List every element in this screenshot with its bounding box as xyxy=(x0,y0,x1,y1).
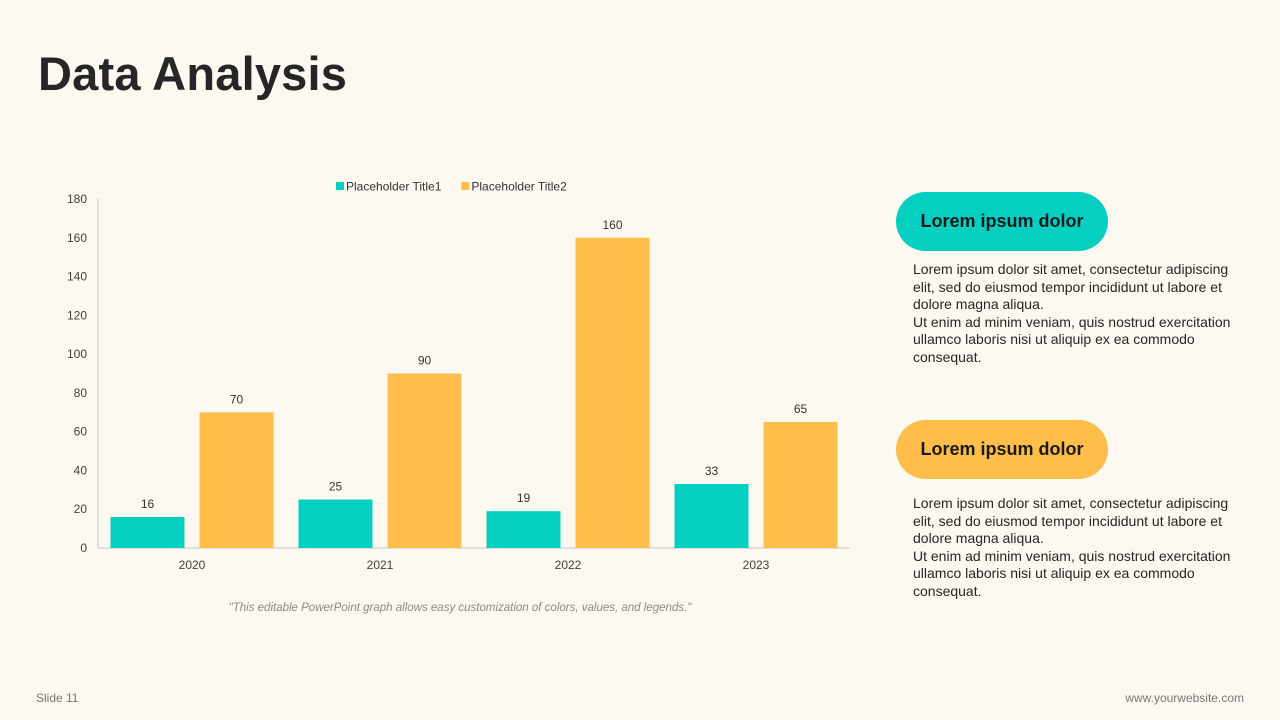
bar-2020-series-1 xyxy=(110,516,185,548)
card-2-title-pill: Lorem ipsum dolor xyxy=(896,420,1108,479)
slide-title: Data Analysis xyxy=(38,47,348,100)
y-tick-label: 100 xyxy=(67,347,87,361)
bar-2023-series-1 xyxy=(674,484,749,548)
x-tick-label: 2023 xyxy=(743,558,770,572)
y-tick-label: 0 xyxy=(80,541,87,555)
website-url: www.yourwebsite.com xyxy=(1125,691,1244,705)
legend-swatch-1 xyxy=(336,182,344,190)
y-tick-label: 60 xyxy=(74,425,88,439)
card-2-paragraph-1: Lorem ipsum dolor sit amet, consectetur … xyxy=(913,495,1229,546)
bar-chart: 0 20 40 60 80 100 120 140 160 180 16 70 2020 25 90 2021… xyxy=(67,180,850,572)
card-1-paragraph-1: Lorem ipsum dolor sit amet, consectetur … xyxy=(913,261,1229,312)
bar-2022-series-2 xyxy=(575,237,650,548)
y-tick-label: 160 xyxy=(67,231,87,245)
card-2-paragraph-2: Ut enim ad minim veniam, quis nostrud ex… xyxy=(913,547,1231,599)
data-label: 16 xyxy=(141,497,155,511)
slide-number: Slide 11 xyxy=(36,691,79,705)
data-label: 19 xyxy=(517,491,531,505)
x-tick-label: 2022 xyxy=(555,558,582,572)
data-label: 90 xyxy=(418,354,432,368)
y-tick-label: 80 xyxy=(74,386,88,400)
card-1-title-pill: Lorem ipsum dolor xyxy=(896,192,1108,251)
bar-2021-series-1 xyxy=(298,499,373,548)
data-label: 33 xyxy=(705,464,719,478)
data-label: 65 xyxy=(794,402,808,416)
y-tick-label: 40 xyxy=(74,463,88,477)
legend-label-1: Placeholder Title1 xyxy=(346,180,442,194)
legend-swatch-2 xyxy=(461,182,470,190)
y-tick-label: 20 xyxy=(74,502,88,516)
x-tick-label: 2021 xyxy=(367,558,394,572)
card-2-title: Lorem ipsum dolor xyxy=(920,439,1084,459)
bar-2023-series-2 xyxy=(763,421,838,548)
bar-2020-series-2 xyxy=(199,412,274,548)
y-tick-label: 120 xyxy=(67,308,87,322)
y-tick-label: 140 xyxy=(67,270,87,284)
data-label: 70 xyxy=(230,392,244,406)
card-2-description: Lorem ipsum dolor sit amet, consectetur … xyxy=(913,495,1253,600)
x-tick-label: 2020 xyxy=(179,558,206,572)
card-1-title: Lorem ipsum dolor xyxy=(920,211,1084,231)
bar-2021-series-2 xyxy=(387,373,462,548)
bar-2022-series-1 xyxy=(486,511,561,548)
card-1-description: Lorem ipsum dolor sit amet, consectetur … xyxy=(913,261,1253,366)
y-tick-label: 180 xyxy=(67,192,87,206)
data-label: 25 xyxy=(329,480,343,494)
data-label: 160 xyxy=(602,218,622,232)
chart-caption: "This editable PowerPoint graph allows e… xyxy=(228,602,692,614)
legend-label-2: Placeholder Title2 xyxy=(471,180,567,194)
card-1-paragraph-2: Ut enim ad minim veniam, quis nostrud ex… xyxy=(913,313,1231,365)
